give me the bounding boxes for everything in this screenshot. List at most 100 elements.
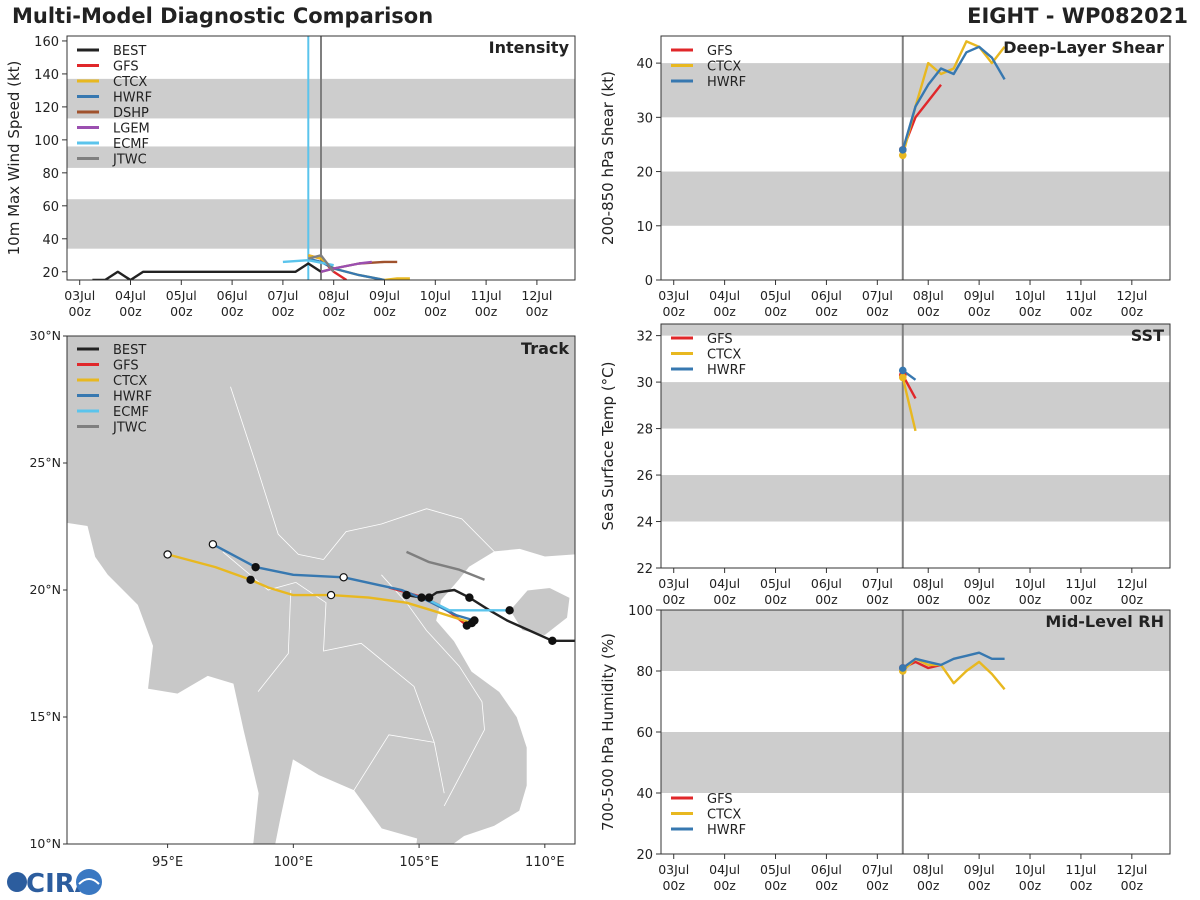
shear-xtick-date: 04Jul [709,288,740,303]
shear-xtick-hour: 00z [917,304,940,319]
rh-xtick-hour: 00z [815,878,838,893]
track-legend-label-jtwc: JTWC [112,421,147,436]
intensity-legend-label-dshp: DSHP [113,106,149,121]
track-marker-hwrf [339,573,348,582]
rh-xtick-hour: 00z [968,878,991,893]
intensity-xtick-hour: 00z [170,304,193,319]
rh-xtick-hour: 00z [1121,878,1144,893]
rh-xtick-date: 03Jul [658,862,689,877]
track-marker-ecmf [505,606,514,615]
shear-xtick-date: 06Jul [811,288,842,303]
intensity-ytick-label: 20 [42,266,59,281]
track-marker-hwrf [208,540,218,549]
intensity-xtick-date: 04Jul [115,288,146,303]
intensity-xtick-hour: 00z [119,304,142,319]
shear-xtick-date: 03Jul [658,288,689,303]
intensity-xtick-hour: 00z [322,304,345,319]
sst-band [661,324,1170,336]
track-xtick-label: 100°E [274,855,314,870]
track-ytick-label: 30°N [29,328,61,343]
intensity-xtick-date: 08Jul [318,288,349,303]
logo-emblem-icon [76,869,102,895]
shear-xtick-hour: 00z [866,304,889,319]
sst-panel: 22242628303203Jul00z04Jul00z05Jul00z06Ju… [599,323,1171,607]
intensity-xtick-hour: 00z [526,304,549,319]
logo-globe-icon [7,872,27,892]
intensity-legend-label-gfs: GFS [113,60,139,75]
track-line-jtwc [406,550,485,581]
intensity-series-best [92,262,322,280]
rh-series-hwrf [902,651,1005,669]
sst-start-point-hwrf [898,366,907,375]
shear-xtick-hour: 00z [1070,304,1093,319]
intensity-panel: 2040608010012014016003Jul00z04Jul00z05Ju… [5,35,576,319]
track-ytick-label: 25°N [29,455,61,470]
sst-xtick-date: 11Jul [1065,576,1096,591]
intensity-xtick-hour: 00z [475,304,498,319]
sst-legend-label-gfs: GFS [707,332,733,347]
shear-start-point-ctcx [898,151,907,160]
rh-legend-label-ctcx: CTCX [707,808,741,823]
sst-xtick-hour: 00z [866,592,889,607]
rh-xtick-hour: 00z [866,878,889,893]
rh-xtick-date: 12Jul [1116,862,1147,877]
intensity-xtick-hour: 00z [272,304,295,319]
intensity-xtick-date: 05Jul [166,288,197,303]
sst-ytick-label: 32 [636,330,653,345]
rh-xtick-date: 07Jul [862,862,893,877]
intensity-xtick-hour: 00z [221,304,244,319]
shear-xtick-hour: 00z [1121,304,1144,319]
rh-legend-label-hwrf: HWRF [707,823,746,838]
sst-band [661,475,1170,522]
track-line-ecmf [428,599,510,612]
track-marker-best [579,668,586,675]
sst-xtick-date: 12Jul [1116,576,1147,591]
track-ytick-label: 10°N [29,836,61,851]
rh-ytick-label: 80 [636,665,653,680]
sst-xtick-date: 06Jul [811,576,842,591]
shear-series-ctcx [901,40,1006,156]
rh-legend-label-gfs: GFS [707,792,733,807]
shear-title: Deep-Layer Shear [1003,38,1164,57]
sst-ytick-label: 28 [636,423,653,438]
rh-xtick-date: 10Jul [1015,862,1046,877]
sst-ytick-label: 24 [636,516,653,531]
rh-xtick-hour: 00z [917,878,940,893]
track-border [257,589,292,692]
rh-xtick-hour: 00z [662,878,685,893]
shear-xtick-date: 05Jul [760,288,791,303]
intensity-xtick-date: 06Jul [217,288,248,303]
sst-xtick-date: 08Jul [913,576,944,591]
track-legend-label-hwrf: HWRF [113,390,152,405]
shear-series-hwrf [901,45,1006,151]
shear-xtick-hour: 00z [815,304,838,319]
sst-title: SST [1131,326,1164,345]
shear-legend-label-ctcx: CTCX [707,60,741,75]
intensity-legend-label-lgem: LGEM [113,122,150,137]
rh-ytick-label: 100 [628,604,653,619]
intensity-ylabel: 10m Max Wind Speed (kt) [5,61,23,256]
track-marker-ctcx [163,550,172,559]
rh-panel: 2040608010003Jul00z04Jul00z05Jul00z06Jul… [599,604,1171,893]
sst-legend-label-hwrf: HWRF [707,363,746,378]
track-xtick-label: 95°E [152,855,183,870]
sst-xtick-hour: 00z [917,592,940,607]
track-ytick-label: 15°N [29,709,61,724]
rh-ytick-label: 60 [636,726,653,741]
rh-title: Mid-Level RH [1045,612,1164,631]
track-xtick-label: 110°E [525,855,565,870]
sst-ylabel: Sea Surface Temp (°C) [599,361,617,530]
sst-ytick-label: 26 [636,469,653,484]
shear-ytick-label: 10 [636,220,653,235]
track-border [222,551,297,591]
intensity-ytick-label: 80 [42,167,59,182]
shear-ytick-label: 30 [636,111,653,126]
track-xtick-label: 105°E [399,855,439,870]
shear-xtick-hour: 00z [1019,304,1042,319]
intensity-xtick-date: 03Jul [64,288,95,303]
intensity-frame [66,35,576,281]
shear-xtick-hour: 00z [764,304,787,319]
rh-xtick-date: 09Jul [964,862,995,877]
shear-ytick-label: 40 [636,57,653,72]
